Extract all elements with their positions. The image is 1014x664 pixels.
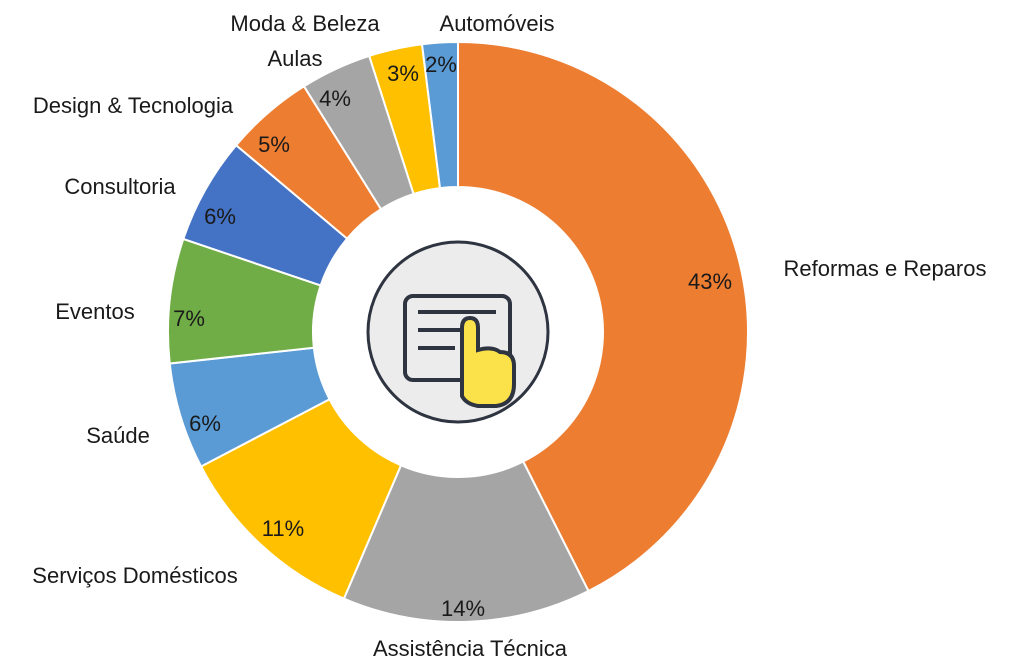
category-label: Eventos: [55, 299, 135, 324]
category-label: Saúde: [86, 423, 150, 448]
category-label: Reformas e Reparos: [784, 256, 987, 281]
category-label: Moda & Beleza: [230, 11, 380, 36]
value-label: 4%: [319, 86, 351, 111]
value-label: 11%: [262, 516, 304, 541]
value-label: 43%: [688, 269, 732, 294]
category-label: Automóveis: [440, 11, 555, 36]
value-label: 5%: [258, 132, 290, 157]
value-label: 7%: [173, 306, 205, 331]
slices: [167, 40, 749, 623]
slice: [342, 460, 590, 623]
value-label: 14%: [441, 596, 485, 621]
value-label: 2%: [425, 52, 457, 77]
slice: [420, 40, 459, 190]
slice: [457, 40, 749, 593]
category-label: Consultoria: [64, 174, 176, 199]
category-label: Aulas: [267, 46, 322, 71]
category-label: Design & Tecnologia: [33, 93, 234, 118]
value-label: 3%: [387, 61, 419, 86]
value-label: 6%: [204, 204, 236, 229]
category-label: Serviços Domésticos: [32, 563, 237, 588]
category-label: Assistência Técnica: [373, 636, 568, 661]
center-icon: [366, 240, 550, 424]
value-label: 6%: [189, 411, 221, 436]
